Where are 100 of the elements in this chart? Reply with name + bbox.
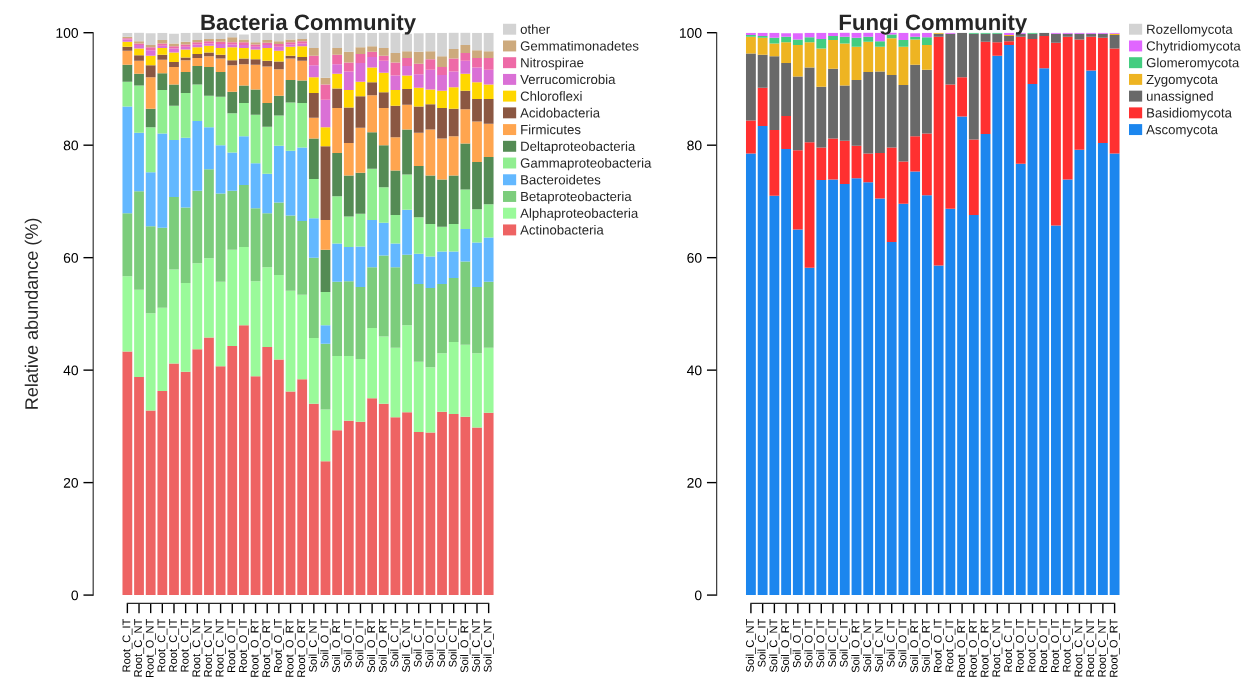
bar: [437, 32, 447, 57]
bar: [297, 147, 308, 222]
bar: [745, 120, 756, 154]
bar: [215, 281, 226, 367]
bar: [472, 209, 482, 243]
x-tick-label: Soil_C_NT: [401, 618, 413, 672]
bar: [320, 84, 331, 100]
bar: [437, 353, 447, 412]
bar: [343, 420, 354, 596]
bar: [378, 92, 389, 109]
bar: [839, 36, 850, 44]
bar: [875, 46, 885, 72]
y-tick-label: 20: [63, 477, 79, 488]
bar: [239, 85, 249, 104]
legend-label: Rozellomycota: [1147, 24, 1233, 37]
bar: [968, 33, 979, 140]
x-tick-label: Root_O_IT: [933, 618, 944, 673]
bar: [215, 145, 226, 194]
legend-label: Gemmatimonadetes: [520, 40, 639, 51]
bar: [239, 47, 249, 59]
y-tick-label: 0: [694, 590, 702, 601]
x-tick-label: Root_C_IT: [122, 618, 133, 672]
bar: [816, 48, 827, 87]
bar: [204, 52, 214, 57]
bar: [215, 43, 226, 48]
x-tick-label: Soil_O_IT: [343, 618, 354, 668]
bar: [297, 221, 308, 295]
bar: [792, 150, 803, 230]
bar: [215, 72, 226, 97]
bar: [402, 412, 412, 596]
bar: [1109, 34, 1120, 49]
bar: [460, 90, 471, 110]
bar: [250, 114, 261, 164]
legend-label: Gammaproteobacteria: [520, 158, 652, 171]
bar: [332, 153, 343, 197]
x-tick-label: Root_O_RT: [968, 618, 979, 677]
bar: [122, 46, 133, 51]
bar: [308, 47, 319, 56]
bar: [239, 246, 249, 326]
x-tick-label: Soil_O_RT: [366, 618, 378, 673]
y-tick-label: 40: [686, 365, 702, 376]
bar: [910, 136, 921, 172]
bar: [980, 133, 991, 596]
x-tick-label: Root_O_IT: [239, 618, 249, 673]
x-tick-label: Soil_O_RT: [460, 618, 471, 673]
bar: [863, 36, 874, 42]
bar: [262, 213, 273, 268]
bar: [343, 71, 354, 91]
bar: [390, 214, 401, 244]
y-tick-label: 100: [679, 28, 702, 38]
bar: [483, 237, 494, 282]
bar: [297, 56, 308, 61]
bar: [1051, 33, 1061, 43]
y-tick-label: 20: [687, 477, 702, 488]
bar: [910, 64, 921, 137]
bar: [472, 50, 482, 59]
bar: [122, 351, 133, 596]
bar: [367, 82, 377, 96]
bar: [437, 108, 447, 139]
bar: [273, 33, 284, 42]
bar: [1051, 42, 1061, 226]
bar: [215, 96, 226, 146]
bar: [402, 33, 412, 52]
bar: [1039, 68, 1050, 596]
legend-label: Glomeromycota: [1146, 57, 1240, 70]
bar: [898, 40, 909, 47]
bar: [273, 145, 284, 203]
x-tick-label: Root_O_IT: [273, 618, 284, 673]
bar: [378, 72, 389, 93]
bar: [875, 153, 885, 199]
bar: [390, 417, 401, 596]
bar: [273, 50, 284, 62]
bar: [332, 54, 343, 65]
bar: [343, 107, 354, 143]
x-tick-label: Soil_O_IT: [425, 618, 436, 668]
bar: [262, 103, 273, 127]
bar: [297, 46, 308, 57]
bar: [437, 179, 447, 227]
legend-label: Zygomycota: [1146, 74, 1218, 87]
x-tick-label: Root_C_NT: [1097, 618, 1108, 677]
bar: [215, 366, 226, 596]
bar: [472, 82, 482, 100]
bar: [285, 391, 296, 596]
bar: [250, 281, 261, 377]
bar: [332, 281, 343, 357]
x-tick-label: Soil_C_NT: [483, 618, 494, 672]
bar: [921, 45, 932, 70]
bar: [262, 66, 273, 104]
x-tick-label: Root_C_NT: [192, 618, 203, 677]
bar: [402, 58, 412, 66]
x-tick-label: Root_C_IT: [1004, 618, 1015, 672]
bar: [134, 85, 144, 133]
bar: [1109, 153, 1120, 596]
x-tick-label: Soil_C_IT: [390, 618, 401, 667]
bar: [402, 51, 412, 59]
x-tick-label: Root_C_IT: [180, 618, 191, 672]
bar: [367, 67, 377, 83]
bar: [828, 36, 838, 41]
bar: [437, 74, 447, 91]
bar: [227, 190, 238, 250]
